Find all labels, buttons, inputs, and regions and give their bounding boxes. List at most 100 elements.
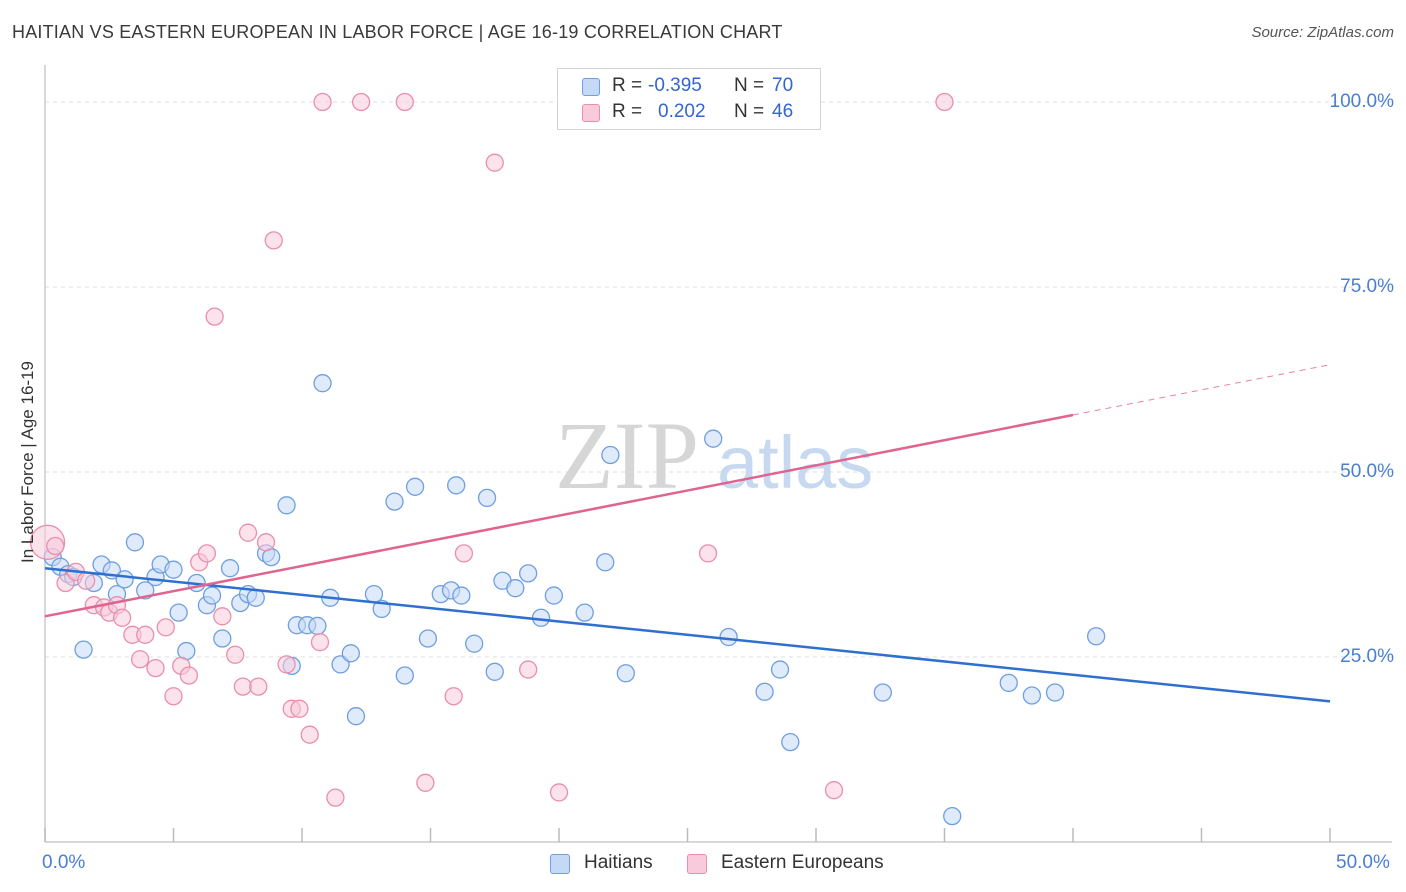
n-label: N =: [734, 75, 765, 96]
y-tick-label: 25.0%: [1340, 646, 1394, 667]
data-point: [405, 477, 425, 496]
data-point: [256, 533, 276, 552]
data-point: [112, 608, 132, 627]
data-point: [213, 629, 232, 648]
r-label: R =: [612, 101, 643, 122]
data-point: [313, 92, 332, 112]
legend-label: Haitians: [584, 852, 653, 873]
data-point: [326, 788, 345, 807]
data-point: [395, 92, 414, 112]
data-point: [575, 603, 594, 622]
data-point: [197, 544, 217, 563]
haitians-swatch: [582, 78, 600, 96]
data-point: [290, 699, 309, 718]
watermark-zip: ZIP: [555, 402, 699, 509]
y-tick-label: 100.0%: [1329, 91, 1394, 112]
data-point: [719, 627, 738, 647]
y-tick-label: 50.0%: [1340, 461, 1394, 482]
data-points: [29, 92, 1106, 826]
data-point: [156, 618, 175, 637]
data-point: [264, 231, 283, 250]
data-point: [238, 523, 258, 542]
trend-line: [44, 566, 1331, 703]
gridlines: [45, 101, 1392, 658]
r-value: -0.395: [648, 75, 702, 96]
data-point: [277, 655, 296, 674]
data-point: [477, 488, 497, 508]
data-point: [46, 536, 65, 556]
data-point: [755, 682, 774, 701]
data-point: [249, 677, 268, 696]
data-point: [1045, 683, 1065, 702]
data-point: [465, 634, 484, 653]
data-point: [549, 783, 569, 802]
data-point: [447, 476, 466, 495]
data-point: [310, 633, 330, 652]
haitians-swatch: [550, 854, 570, 874]
data-point: [385, 492, 404, 511]
eastern-europeans-swatch: [582, 104, 600, 122]
chart-title: HAITIAN VS EASTERN EUROPEAN IN LABOR FOR…: [12, 22, 783, 42]
trend-line-extension: [1072, 364, 1331, 416]
data-point: [506, 579, 525, 598]
axes: [44, 65, 1392, 843]
data-point: [130, 650, 150, 669]
data-point: [125, 533, 145, 552]
data-point: [452, 586, 471, 605]
data-point: [616, 664, 635, 683]
stats-legend: R = -0.395 N = 70 R = 0.202 N = 46: [557, 68, 821, 130]
data-point: [485, 662, 504, 681]
data-point: [136, 625, 155, 644]
data-point: [416, 773, 435, 792]
data-point: [943, 806, 962, 826]
data-point: [873, 683, 892, 702]
data-point: [233, 677, 253, 696]
data-point: [205, 307, 224, 326]
data-point: [308, 616, 327, 636]
data-point: [444, 687, 463, 706]
data-point: [485, 153, 504, 172]
trend-lines: [44, 364, 1331, 703]
data-point: [346, 707, 366, 726]
data-point: [341, 644, 360, 663]
data-point: [1022, 686, 1042, 705]
data-point: [999, 673, 1018, 693]
trend-line: [44, 413, 1074, 618]
watermark: ZIP atlas: [555, 402, 873, 509]
data-point: [220, 559, 240, 578]
data-point: [169, 603, 188, 622]
data-point: [164, 687, 183, 706]
data-point: [544, 586, 564, 605]
data-point: [213, 607, 232, 626]
r-value: 0.202: [658, 101, 706, 122]
data-point: [351, 92, 371, 112]
data-point: [202, 586, 222, 605]
y-axis-label: In Labor Force | Age 16-19: [18, 361, 37, 563]
data-point: [454, 544, 474, 563]
data-point: [596, 553, 615, 572]
data-point: [519, 564, 538, 583]
y-tick-label: 75.0%: [1340, 276, 1394, 297]
data-point: [179, 666, 199, 685]
data-point: [74, 640, 93, 659]
data-point: [781, 732, 800, 752]
legend-label: Eastern Europeans: [721, 852, 884, 873]
data-point: [146, 658, 165, 678]
data-point: [935, 92, 954, 112]
data-point: [704, 429, 723, 448]
data-point: [418, 629, 438, 648]
data-point: [1086, 627, 1106, 646]
data-point: [313, 374, 332, 393]
data-point: [277, 496, 296, 515]
watermark-atlas: atlas: [717, 421, 873, 504]
data-point: [770, 660, 790, 679]
n-value: 46: [772, 101, 794, 122]
x-tick-label-min: 0.0%: [42, 852, 86, 873]
data-point: [226, 645, 245, 664]
data-point: [300, 725, 319, 744]
chart-source: Source: ZipAtlas.com: [1251, 24, 1394, 41]
data-point: [76, 571, 96, 590]
data-point: [164, 560, 183, 579]
n-value: 70: [772, 75, 794, 96]
